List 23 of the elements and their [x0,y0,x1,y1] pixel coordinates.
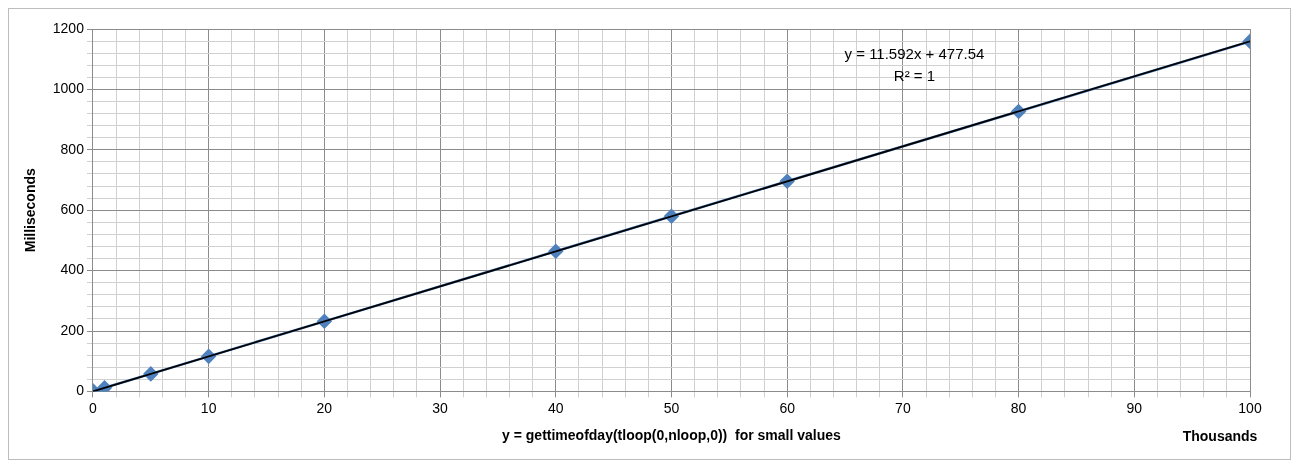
x-tick-label: 90 [1126,399,1143,416]
y-tick-label: 800 [60,140,85,157]
x-tick-label: 0 [89,399,98,416]
x-tick-label: 50 [663,399,680,416]
x-tick-label: 10 [200,399,217,416]
y-tick-label: 200 [60,321,85,338]
annotation: R² = 1 [893,67,936,85]
text: Thousands [1182,427,1258,444]
annotation: y = 11.592x + 477.54 [844,45,985,63]
y-tick-label: 400 [60,261,85,278]
y-tick-label: 600 [60,201,85,218]
x-tick-label: 70 [895,399,911,416]
x-tick-label: 100 [1238,399,1262,416]
x-tick-label: 20 [316,399,333,416]
y-tick-label: 1200 [52,19,85,36]
y-tick-label: 0 [76,382,85,399]
x-axis-title: y = gettimeofday(tloop(0,nloop,0)) for small values [502,427,842,444]
x-tick-label: 30 [432,399,449,416]
y-axis-title: Milliseconds [22,167,39,253]
x-tick-label: 40 [547,399,564,416]
x-tick-label: 80 [1010,399,1027,416]
y-tick-label: 1000 [52,80,85,97]
x-tick-label: 60 [779,399,796,416]
